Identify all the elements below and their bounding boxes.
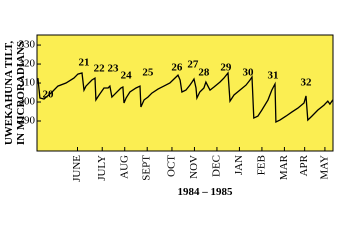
y-axis-label: UWEKAHUNA TILT, [3, 41, 15, 146]
event-label: 28 [198, 67, 210, 79]
x-tick-label: JAN [233, 155, 245, 175]
event-label: 29 [220, 62, 232, 74]
x-tick-label: JUNE [71, 155, 83, 182]
event-label: 20 [43, 89, 55, 101]
x-tick-label: AUG [118, 155, 130, 179]
event-label: 26 [171, 62, 183, 74]
y-tick-label: 290 [19, 115, 36, 127]
y-axis-label: IN MICRORADIANS [15, 41, 27, 145]
event-label: 27 [187, 59, 199, 71]
x-tick-label: APR [298, 154, 310, 176]
event-label: 21 [79, 57, 90, 69]
x-tick-label: NOV [188, 155, 200, 179]
x-tick-label: MAY [318, 155, 330, 180]
x-tick-label: OCT [165, 155, 177, 177]
x-tick-label: MAR [278, 154, 290, 180]
x-tick-label: FEB [255, 155, 267, 175]
plot-frame [36, 34, 334, 152]
event-label: 30 [242, 67, 254, 79]
y-tick-label: 310 [19, 77, 36, 89]
x-tick-label: SEPT [141, 155, 153, 181]
x-tick-label: DEC [210, 155, 222, 177]
event-label: 23 [108, 63, 120, 75]
y-tick-label: 300 [19, 96, 36, 108]
event-label: 32 [301, 77, 313, 89]
tilt-line [37, 71, 334, 124]
event-label: 31 [267, 70, 278, 82]
y-tick-label: 320 [19, 58, 36, 70]
plot-area [37, 35, 333, 151]
event-label: 24 [121, 70, 133, 82]
y-tick-label: 330 [19, 39, 36, 51]
event-label: 22 [94, 63, 106, 75]
x-axis-label: 1984 – 1985 [178, 186, 234, 198]
chart: 1984 – 1985 UWEKAHUNA TILT, IN MICRORADI… [3, 34, 334, 198]
event-label: 25 [142, 67, 154, 79]
x-tick-label: JULY [96, 155, 108, 181]
